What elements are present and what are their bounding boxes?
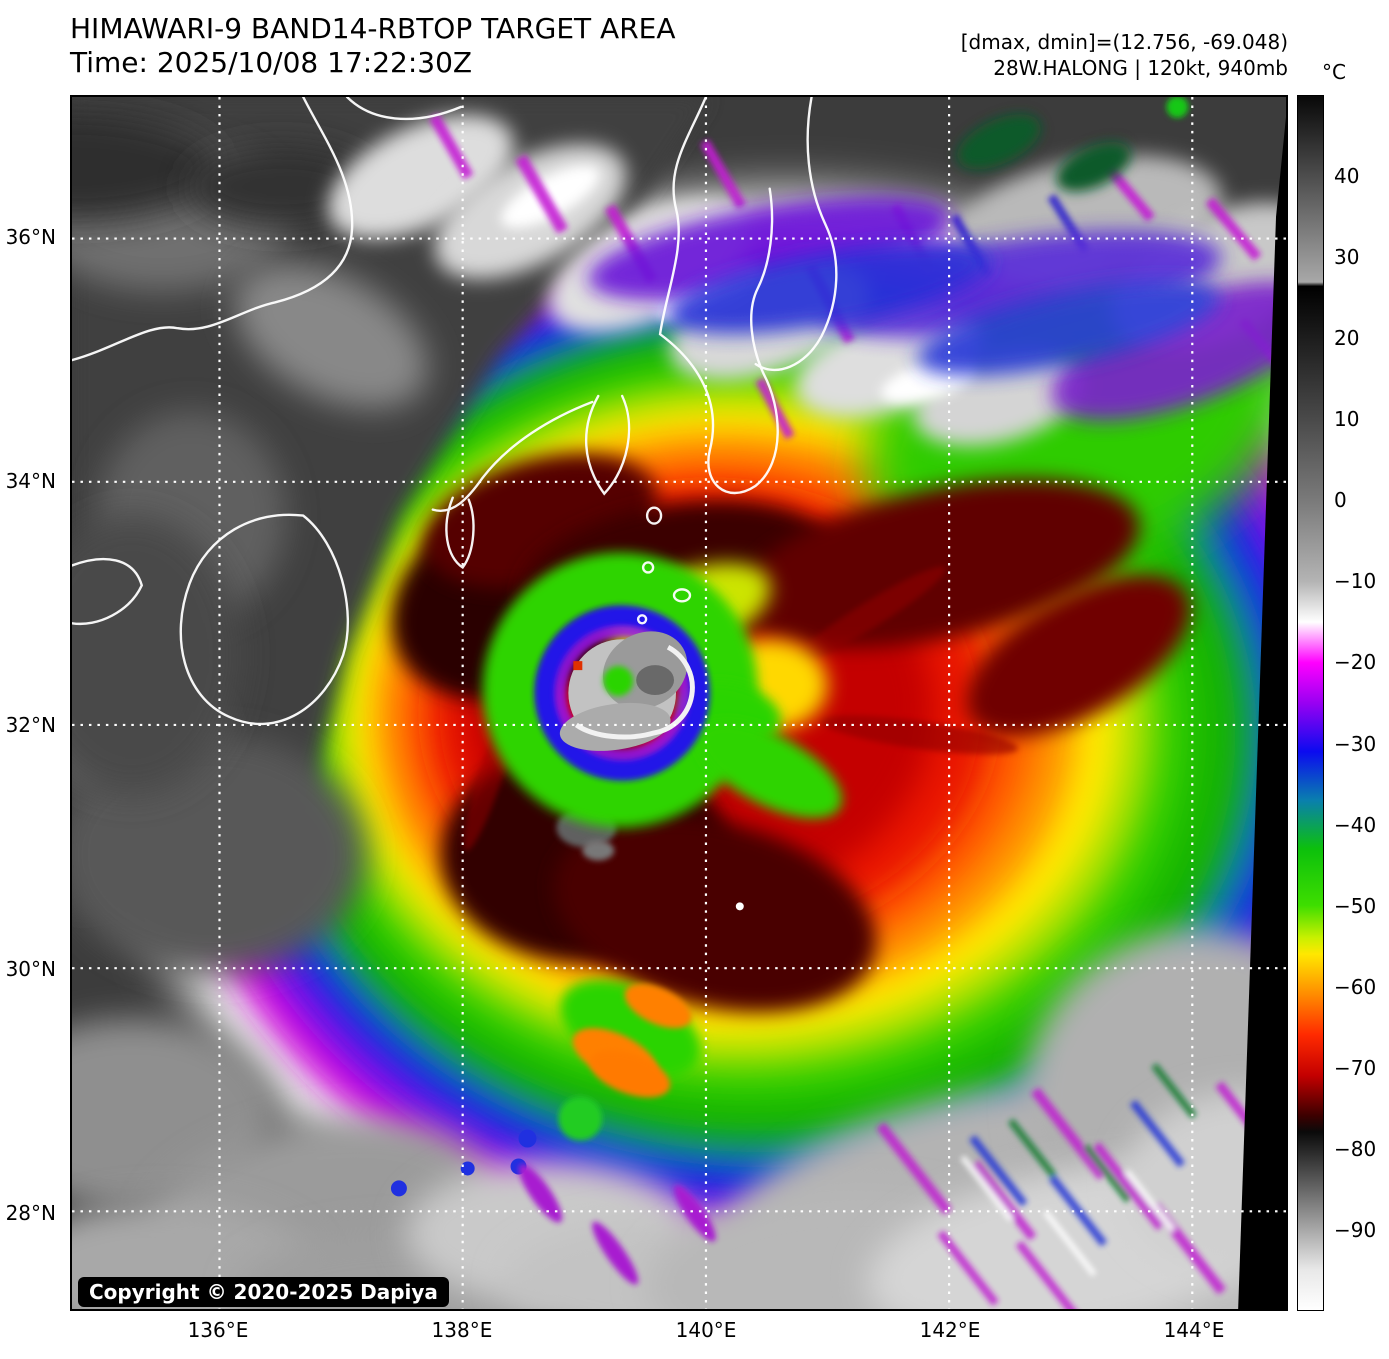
latitude-tick-label: 36°N [5, 225, 56, 250]
longitude-axis: 136°E 138°E 140°E 142°E 144°E [70, 1318, 1288, 1348]
longitude-tick-label: 138°E [431, 1318, 493, 1342]
clouds-bottom-right [405, 929, 1286, 1309]
land-sea-grayscale [72, 97, 710, 975]
dmax-dmin-annotation: [dmax, dmin]=(12.756, -69.048) [960, 30, 1288, 54]
colorbar [1297, 95, 1324, 1311]
colorbar-tick-label: −10 [1334, 569, 1377, 594]
colorbar-tick-label: 40 [1334, 164, 1360, 189]
storm-eye [482, 552, 842, 828]
colorbar-tick-label: −50 [1334, 893, 1377, 918]
copyright-badge: Copyright © 2020-2025 Dapiya [78, 1277, 449, 1307]
south-fringe-details [390, 979, 716, 1285]
figure-title: HIMAWARI-9 BAND14-RBTOP TARGET AREA [70, 12, 676, 45]
colorbar-unit-label: °C [1322, 60, 1346, 84]
gridlines [72, 97, 1286, 1309]
latitude-tick-label: 28°N [5, 1200, 56, 1225]
longitude-tick-label: 136°E [187, 1318, 249, 1342]
latitude-tick-label: 30°N [5, 957, 56, 982]
colorbar-tick-label: 10 [1334, 407, 1360, 432]
coastlines [72, 97, 838, 726]
latitude-axis: 36°N 34°N 32°N 30°N 28°N [0, 95, 62, 1311]
map-area: Copyright © 2020-2025 Dapiya [70, 95, 1288, 1311]
colorbar-tick-label: −80 [1334, 1136, 1377, 1161]
colorbar-tick-label: 30 [1334, 245, 1360, 270]
colorbar-tick-label: −20 [1334, 650, 1377, 675]
satellite-image [72, 97, 1286, 1309]
longitude-tick-label: 144°E [1163, 1318, 1225, 1342]
latitude-tick-label: 32°N [5, 713, 56, 737]
colorbar-ticks: 40 30 20 10 0 −10 −20 −30 −40 −50 −60 −70 −80 −90 [1334, 95, 1388, 1311]
latitude-tick-label: 34°N [5, 469, 56, 494]
longitude-tick-label: 142°E [919, 1318, 981, 1342]
colorbar-tick-label: −60 [1334, 974, 1377, 999]
colorbar-tick-label: 0 [1334, 488, 1347, 513]
longitude-tick-label: 140°E [675, 1318, 737, 1342]
colorbar-tick-label: 20 [1334, 326, 1360, 351]
scan-edge-wedge [1238, 116, 1286, 1309]
colorbar-tick-label: −30 [1334, 731, 1377, 756]
storm-annotation: 28W.HALONG | 120kt, 940mb [993, 56, 1288, 80]
figure-time: Time: 2025/10/08 17:22:30Z [70, 46, 473, 79]
colorbar-tick-label: −40 [1334, 812, 1377, 837]
purple-band-north [587, 196, 1286, 421]
colorbar-tick-label: −90 [1334, 1217, 1377, 1242]
colorbar-tick-label: −70 [1334, 1055, 1377, 1080]
